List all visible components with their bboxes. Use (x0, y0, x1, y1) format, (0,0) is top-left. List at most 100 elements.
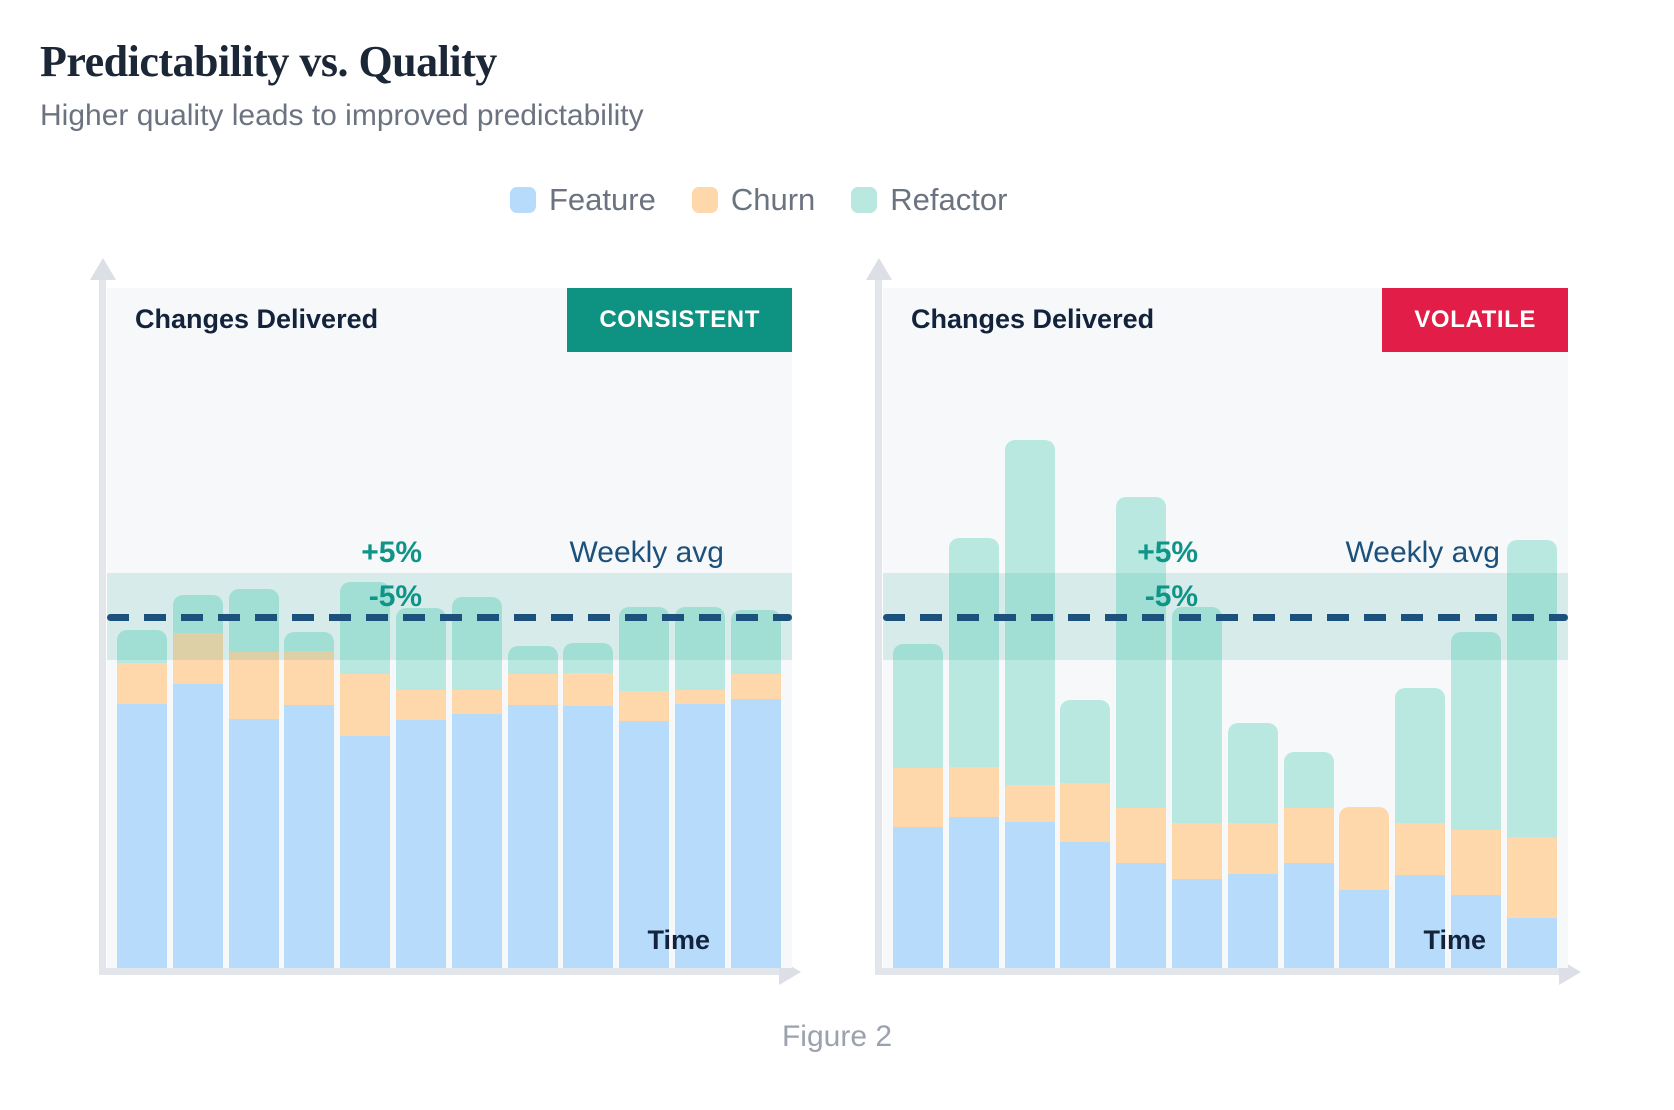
bar-segment-feature (396, 719, 446, 968)
bar-segment-churn (507, 673, 558, 705)
bar (340, 582, 391, 968)
bar (563, 642, 614, 968)
bar-segment-refactor (948, 537, 999, 767)
y-axis-consistent (99, 274, 106, 974)
bar-segment-churn (1339, 806, 1390, 890)
bar-segment-refactor (1060, 700, 1111, 784)
bar-segment-refactor (284, 632, 335, 652)
x-axis-title: Time (647, 925, 710, 955)
bar-segment-refactor (451, 596, 502, 690)
page-title: Predictability vs. Quality (40, 37, 497, 86)
bar-segment-refactor (172, 594, 223, 633)
bar-segment-refactor (1116, 497, 1167, 809)
y-axis-title: Changes Delivered (135, 304, 379, 334)
bar-segment-refactor (1451, 632, 1501, 830)
minus-band-label: -5% (368, 580, 423, 613)
weekly-avg-line (883, 614, 1568, 621)
bar-segment-feature (675, 704, 725, 968)
x-axis-consistent (99, 968, 779, 975)
bar-segment-refactor (1227, 723, 1278, 824)
bar-segment-churn (1116, 808, 1167, 864)
bar-segment-churn (1395, 823, 1446, 875)
bar (1060, 700, 1111, 968)
bar-segment-feature (730, 698, 781, 968)
bar-segment-churn (730, 673, 781, 699)
bar (507, 646, 558, 968)
minus-band-label: -5% (1144, 580, 1199, 613)
bar-segment-churn (117, 663, 167, 705)
bar-segment-refactor (396, 607, 446, 690)
bar-segment-feature (451, 713, 502, 968)
bar (1172, 606, 1222, 968)
weekly-avg-label: Weekly avg (1345, 536, 1500, 569)
bar-segment-feature (1395, 874, 1446, 968)
bar-segment-churn (948, 766, 999, 818)
bar (1227, 723, 1278, 968)
bar-segment-feature (1060, 842, 1111, 968)
bar-segment-feature (563, 706, 614, 968)
x-axis-title: Time (1423, 925, 1486, 955)
legend-item-refactor: Refactor (851, 182, 1007, 218)
bar (619, 606, 670, 968)
bar-segment-churn (1227, 823, 1278, 875)
figure-caption: Figure 2 (781, 1020, 893, 1053)
bar (451, 596, 502, 968)
legend-label: Feature (549, 182, 656, 217)
bar (1451, 632, 1501, 968)
bar-segment-churn (563, 672, 614, 707)
bar-segment-churn (1283, 807, 1334, 864)
bar (284, 632, 335, 968)
bar-segment-feature (284, 704, 335, 968)
y-axis-title: Changes Delivered (911, 304, 1155, 334)
bar-segment-feature (1004, 821, 1055, 968)
bar-segment-refactor (1395, 687, 1446, 824)
bar (117, 630, 167, 968)
weekly-avg-line (107, 614, 792, 621)
bar-segment-churn (1004, 785, 1055, 822)
bar-segment-churn (396, 689, 446, 720)
bar (1339, 806, 1390, 968)
bar-segment-refactor (340, 582, 391, 675)
bar-segment-churn (675, 689, 725, 705)
bar-segment-churn (451, 689, 502, 714)
bar (730, 610, 781, 968)
bar-segment-refactor (1172, 606, 1222, 824)
bar-segment-feature (1172, 878, 1222, 968)
bar-segment-feature (948, 817, 999, 968)
bar (1004, 440, 1055, 968)
bar-segment-refactor (1004, 440, 1055, 786)
weekly-avg-label: Weekly avg (569, 536, 724, 569)
bar-segment-churn (228, 651, 279, 720)
bar-segment-feature (1283, 863, 1334, 968)
legend-label: Refactor (890, 182, 1008, 217)
bar-segment-churn (893, 768, 943, 828)
legend-item-feature: Feature (510, 182, 656, 218)
plus-band-label: +5% (361, 536, 423, 569)
bar-segment-churn (340, 674, 391, 737)
bar-segment-refactor (507, 646, 558, 674)
x-axis-volatile (875, 968, 1559, 975)
chart-panel-consistent: Changes Delivered CONSISTENT +5% -5% Wee… (107, 288, 792, 968)
bar-segment-churn (1172, 823, 1222, 879)
bar-segment-refactor (619, 606, 670, 692)
bar-segment-feature (340, 736, 391, 968)
y-axis-volatile (875, 274, 882, 974)
bar-segment-feature (1227, 874, 1278, 968)
bar-segment-feature (117, 704, 167, 968)
bar (1506, 539, 1557, 968)
bar (396, 607, 446, 968)
y-axis-arrow-icon (90, 258, 116, 280)
legend-item-churn: Churn (691, 182, 816, 218)
bars-layer (883, 288, 1568, 968)
bar-segment-refactor (117, 630, 167, 664)
legend-label: Churn (730, 182, 816, 217)
bar (948, 537, 999, 968)
page-subtitle: Higher quality leads to improved predict… (40, 99, 644, 132)
status-badge-consistent: CONSISTENT (567, 288, 792, 352)
bar (1116, 497, 1167, 968)
bar-segment-feature (1506, 917, 1557, 968)
bar-segment-churn (619, 691, 670, 722)
bar-segment-feature (1339, 889, 1390, 968)
bar-segment-feature (507, 704, 558, 968)
bar-segment-feature (1116, 863, 1167, 968)
